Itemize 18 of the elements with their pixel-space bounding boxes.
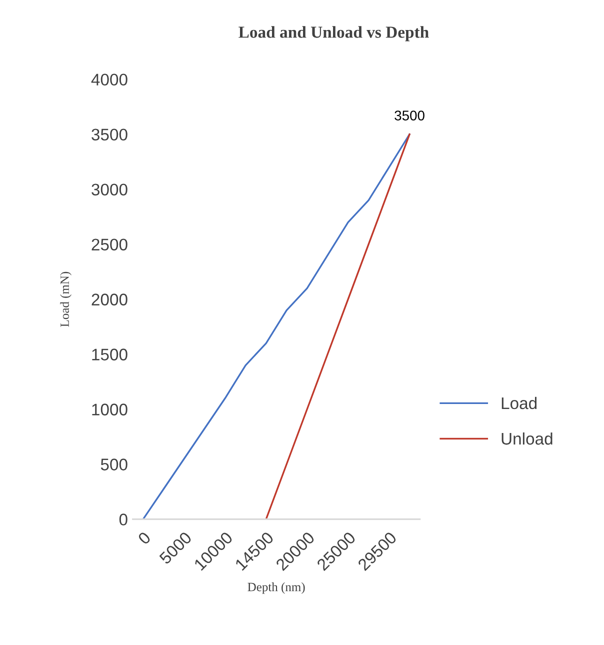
y-tick-label: 3500 [92, 128, 128, 141]
x-axis-title: Depth (nm) [248, 582, 305, 594]
y-tick-label: 3000 [92, 184, 128, 196]
legend-label: Unload [502, 432, 552, 445]
y-tick-label: 500 [100, 458, 128, 470]
legend-label: Load [502, 396, 537, 410]
y-tick-label: 2500 [92, 238, 128, 250]
y-tick-label: 1000 [92, 404, 128, 416]
y-tick-label: 1500 [92, 348, 128, 360]
x-tick-label: 0 [137, 531, 152, 546]
y-tick-label: 4000 [91, 74, 128, 86]
data-label: 3500 [394, 110, 424, 120]
y-tick-label: 0 [119, 514, 128, 526]
chart-title: Load and Unload vs Depth [238, 26, 429, 42]
line-series [142, 133, 410, 520]
y-tick-label: 2000 [92, 294, 128, 306]
line-series [265, 133, 410, 520]
y-axis-title: Load (mN) [60, 272, 72, 327]
